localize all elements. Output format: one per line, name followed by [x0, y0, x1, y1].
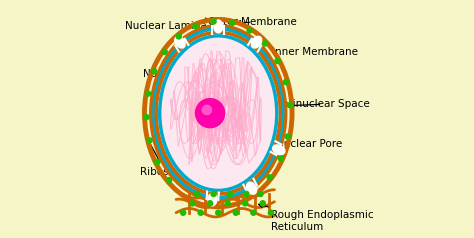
Ellipse shape [154, 29, 283, 198]
Circle shape [283, 79, 289, 85]
Text: Ribosome: Ribosome [140, 139, 191, 177]
Circle shape [155, 159, 160, 164]
Circle shape [152, 69, 157, 74]
Circle shape [258, 191, 263, 197]
Circle shape [243, 201, 248, 206]
Circle shape [196, 99, 225, 128]
Circle shape [251, 210, 256, 215]
Circle shape [147, 138, 152, 143]
Ellipse shape [214, 20, 223, 33]
Circle shape [229, 20, 235, 26]
Circle shape [260, 201, 265, 206]
Circle shape [190, 201, 195, 206]
Circle shape [287, 103, 292, 108]
Circle shape [211, 191, 216, 197]
Text: Inner Membrane: Inner Membrane [264, 47, 358, 59]
Circle shape [198, 210, 203, 215]
Ellipse shape [273, 145, 285, 155]
Circle shape [195, 191, 200, 197]
Circle shape [275, 59, 280, 64]
Circle shape [162, 49, 167, 55]
Text: Nuclear Lamina: Nuclear Lamina [125, 18, 210, 31]
Circle shape [263, 41, 268, 46]
Circle shape [176, 34, 182, 39]
Text: Outer Membrane: Outer Membrane [208, 17, 297, 27]
Circle shape [216, 210, 221, 215]
Circle shape [267, 175, 272, 180]
Circle shape [247, 28, 252, 33]
Ellipse shape [208, 193, 217, 206]
Circle shape [166, 178, 172, 183]
Text: Nuclear Pore: Nuclear Pore [274, 139, 342, 156]
Circle shape [268, 210, 273, 215]
Text: DNA: DNA [163, 104, 208, 135]
Circle shape [225, 201, 230, 206]
Circle shape [181, 210, 186, 215]
Circle shape [193, 24, 198, 29]
Ellipse shape [251, 36, 262, 48]
Text: Nucleolus: Nucleolus [143, 69, 197, 103]
Circle shape [144, 114, 149, 120]
Circle shape [208, 201, 213, 206]
Text: Perinuclear Space: Perinuclear Space [276, 99, 369, 109]
Circle shape [202, 105, 211, 114]
Circle shape [146, 91, 151, 96]
Ellipse shape [246, 182, 256, 194]
Text: Rough Endoplasmic
Reticulum: Rough Endoplasmic Reticulum [259, 203, 374, 232]
Circle shape [233, 210, 238, 215]
Circle shape [228, 191, 233, 197]
Circle shape [278, 156, 283, 161]
Ellipse shape [160, 36, 277, 190]
Circle shape [244, 191, 249, 197]
Ellipse shape [175, 36, 185, 48]
Circle shape [211, 19, 216, 24]
Circle shape [285, 134, 291, 139]
